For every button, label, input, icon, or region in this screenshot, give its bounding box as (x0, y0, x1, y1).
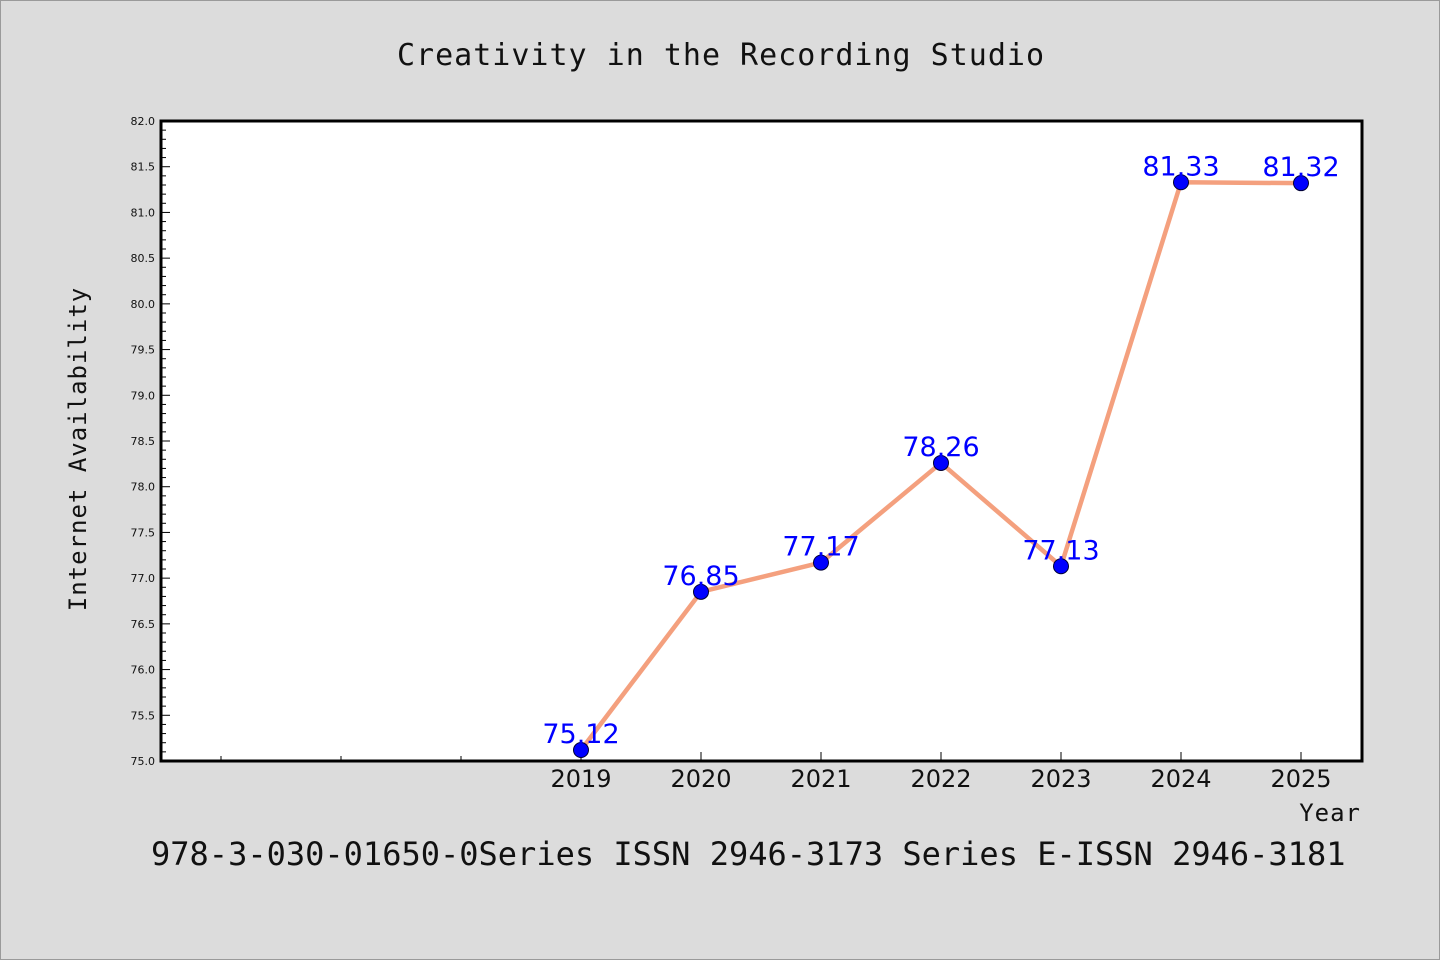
y-tick-label: 80.5 (131, 252, 156, 265)
y-axis-ticks: 75.0 75.5 76.0 76.5 77.0 77.5 78.0 78.5 79.0 79.5… (131, 115, 170, 768)
y-tick-label: 79.5 (131, 344, 156, 357)
data-label: 81.33 (1142, 151, 1219, 182)
y-tick-label: 77.5 (131, 526, 156, 539)
data-label: 77.17 (782, 532, 859, 563)
y-tick-label: 81.5 (131, 161, 156, 174)
y-tick-label: 76.5 (131, 618, 156, 631)
footer-isbn-text: 978-3-030-01650-0Series ISSN 2946-3173 S… (151, 835, 1345, 873)
data-point-marker (1053, 558, 1069, 575)
data-point-marker (693, 583, 709, 600)
y-tick-label: 78.5 (131, 435, 156, 448)
y-tick-label: 82.0 (131, 115, 156, 128)
x-tick-label: 2023 (1030, 765, 1091, 793)
y-tick-label: 75.0 (131, 755, 156, 768)
data-label: 75.12 (542, 719, 619, 750)
chart-title: Creativity in the Recording Studio (397, 38, 1045, 73)
x-tick-label: 2020 (670, 765, 731, 793)
plot-area (159, 119, 1364, 763)
data-label: 77.13 (1022, 535, 1099, 566)
data-point-marker (1173, 174, 1189, 191)
data-label: 81.32 (1262, 152, 1339, 183)
y-tick-label: 78.0 (131, 481, 156, 494)
y-tick-label: 79.0 (131, 389, 156, 402)
x-tick-label: 2022 (910, 765, 971, 793)
x-tick-label: 2025 (1270, 765, 1331, 793)
x-tick-label: 2024 (1150, 765, 1211, 793)
data-label: 76.85 (662, 561, 739, 592)
y-tick-label: 81.0 (131, 206, 156, 219)
x-tick-label: 2021 (790, 765, 851, 793)
y-tick-label: 75.5 (131, 709, 156, 722)
data-point-marker (813, 554, 829, 571)
data-point-marker (573, 742, 589, 759)
y-axis-title: Internet Availability (64, 287, 92, 611)
x-tick-label: 2019 (550, 765, 611, 793)
x-axis-ticks: 2019 2020 2021 2022 2023 2024 2025 (220, 752, 1332, 793)
y-tick-label: 77.0 (131, 572, 156, 585)
y-tick-label: 76.0 (131, 664, 156, 677)
y-tick-label: 80.0 (131, 298, 156, 311)
x-axis-title: Year (1299, 799, 1361, 827)
series-layer: 75.12 76.85 77.17 78.26 77.13 81.33 81.32 (542, 151, 1340, 759)
data-point-marker (933, 454, 949, 471)
data-label: 78.26 (902, 432, 979, 463)
data-point-marker (1293, 175, 1309, 192)
